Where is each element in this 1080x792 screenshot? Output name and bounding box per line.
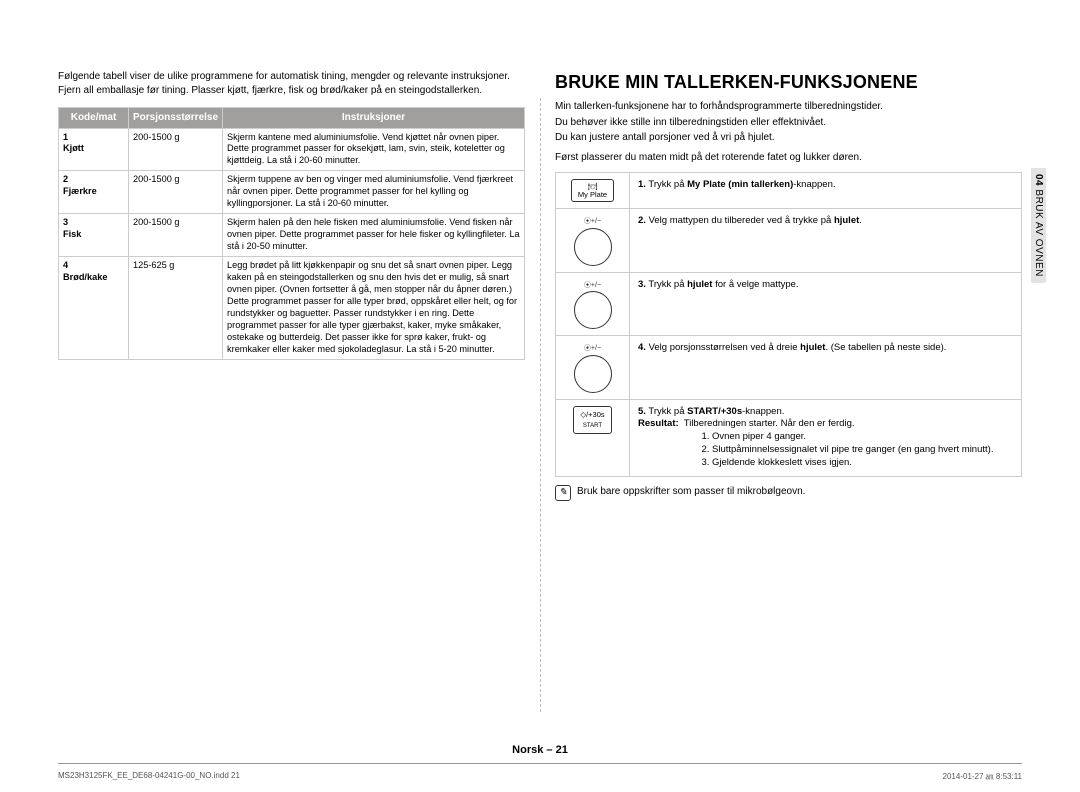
step-text-cell: 4. Velg porsjonsstørrelsen ved å dreie h… — [630, 336, 1022, 399]
section-title: BRUKE MIN TALLERKEN-FUNKSJONENE — [555, 70, 1022, 94]
section-intro: Min tallerken-funksjonene har to forhånd… — [555, 100, 1022, 164]
doc-footer-left: MS23H3125FK_EE_DE68-04241G-00_NO.indd 21 — [58, 771, 240, 782]
dial-icon: ⦿+/− — [572, 217, 614, 265]
cell-portion: 200-1500 g — [129, 171, 223, 214]
dial-icon: ⦿+/− — [572, 281, 614, 329]
steps-table: 🍽My Plate 1. Trykk på My Plate (min talle… — [555, 172, 1022, 476]
result-item: Ovnen piper 4 ganger. — [712, 431, 1013, 444]
step-row: ⦿+/− 4. Velg porsjonsstørrelsen ved å dre… — [556, 336, 1022, 399]
step-row: ⦿+/− 3. Trykk på hjulet for å velge matty… — [556, 272, 1022, 335]
step-row: ◇/+30sSTART 5. Trykk på START/+30s-knappe… — [556, 399, 1022, 476]
doc-footer-right: 2014-01-27 ㏂ 8:53:11 — [943, 771, 1022, 782]
note-row: ✎ Bruk bare oppskrifter som passer til m… — [555, 485, 1022, 501]
doc-footer: MS23H3125FK_EE_DE68-04241G-00_NO.indd 21… — [58, 765, 1022, 782]
myplate-button-icon: 🍽My Plate — [571, 179, 614, 202]
page-footer-center: Norsk – 21 — [0, 744, 1080, 756]
table-row: 4Brød/kake125-625 gLegg brødet på litt k… — [59, 257, 525, 360]
table-row: 2Fjærkre200-1500 gSkjerm tuppene av ben … — [59, 171, 525, 214]
step-icon-cell: ⦿+/− — [556, 272, 630, 335]
step-row: 🍽My Plate 1. Trykk på My Plate (min talle… — [556, 173, 1022, 209]
program-table: Kode/mat Porsjonsstørrelse Instruksjoner… — [58, 107, 525, 360]
start-button-icon: ◇/+30sSTART — [573, 406, 611, 434]
step-icon-cell: ⦿+/− — [556, 336, 630, 399]
note-icon: ✎ — [555, 485, 571, 501]
step-icon-cell: 🍽My Plate — [556, 173, 630, 209]
footer-rule — [58, 763, 1022, 764]
cell-instr: Legg brødet på litt kjøkkenpapir og snu … — [223, 257, 525, 360]
step-icon-cell: ◇/+30sSTART — [556, 399, 630, 476]
cell-portion: 125-625 g — [129, 257, 223, 360]
note-text: Bruk bare oppskrifter som passer til mik… — [577, 485, 805, 499]
left-column: Følgende tabell viser de ulike programme… — [58, 70, 531, 501]
intro-paragraph: Følgende tabell viser de ulike programme… — [58, 70, 525, 97]
step-text-cell: 2. Velg mattypen du tilbereder ved å try… — [630, 209, 1022, 272]
table-row: 3Fisk200-1500 gSkjerm halen på den hele … — [59, 214, 525, 257]
step-text-cell: 5. Trykk på START/+30s-knappen.Resultat:… — [630, 399, 1022, 476]
step-icon-cell: ⦿+/− — [556, 209, 630, 272]
table-row: 1Kjøtt200-1500 gSkjerm kantene med alumi… — [59, 128, 525, 171]
step-text-cell: 3. Trykk på hjulet for å velge mattype. — [630, 272, 1022, 335]
step-text-cell: 1. Trykk på My Plate (min tallerken)-kna… — [630, 173, 1022, 209]
column-divider — [540, 98, 541, 712]
cell-instr: Skjerm halen på den hele fisken med alum… — [223, 214, 525, 257]
dial-icon: ⦿+/− — [572, 344, 614, 392]
cell-instr: Skjerm kantene med aluminiumsfolie. Vend… — [223, 128, 525, 171]
cell-code: 4Brød/kake — [59, 257, 129, 360]
step-row: ⦿+/− 2. Velg mattypen du tilbereder ved å… — [556, 209, 1022, 272]
right-column: BRUKE MIN TALLERKEN-FUNKSJONENE Min tall… — [549, 70, 1022, 501]
cell-portion: 200-1500 g — [129, 128, 223, 171]
cell-code: 2Fjærkre — [59, 171, 129, 214]
cell-code: 1Kjøtt — [59, 128, 129, 171]
cell-portion: 200-1500 g — [129, 214, 223, 257]
result-item: Gjeldende klokkeslett vises igjen. — [712, 457, 1013, 470]
side-tab: 04 BRUK AV OVNEN — [1031, 168, 1046, 283]
cell-instr: Skjerm tuppene av ben og vinger med alum… — [223, 171, 525, 214]
col-header-code: Kode/mat — [59, 108, 129, 129]
cell-code: 3Fisk — [59, 214, 129, 257]
col-header-portion: Porsjonsstørrelse — [129, 108, 223, 129]
col-header-instr: Instruksjoner — [223, 108, 525, 129]
result-item: Sluttpåminnelsessignalet vil pipe tre ga… — [712, 444, 1013, 457]
